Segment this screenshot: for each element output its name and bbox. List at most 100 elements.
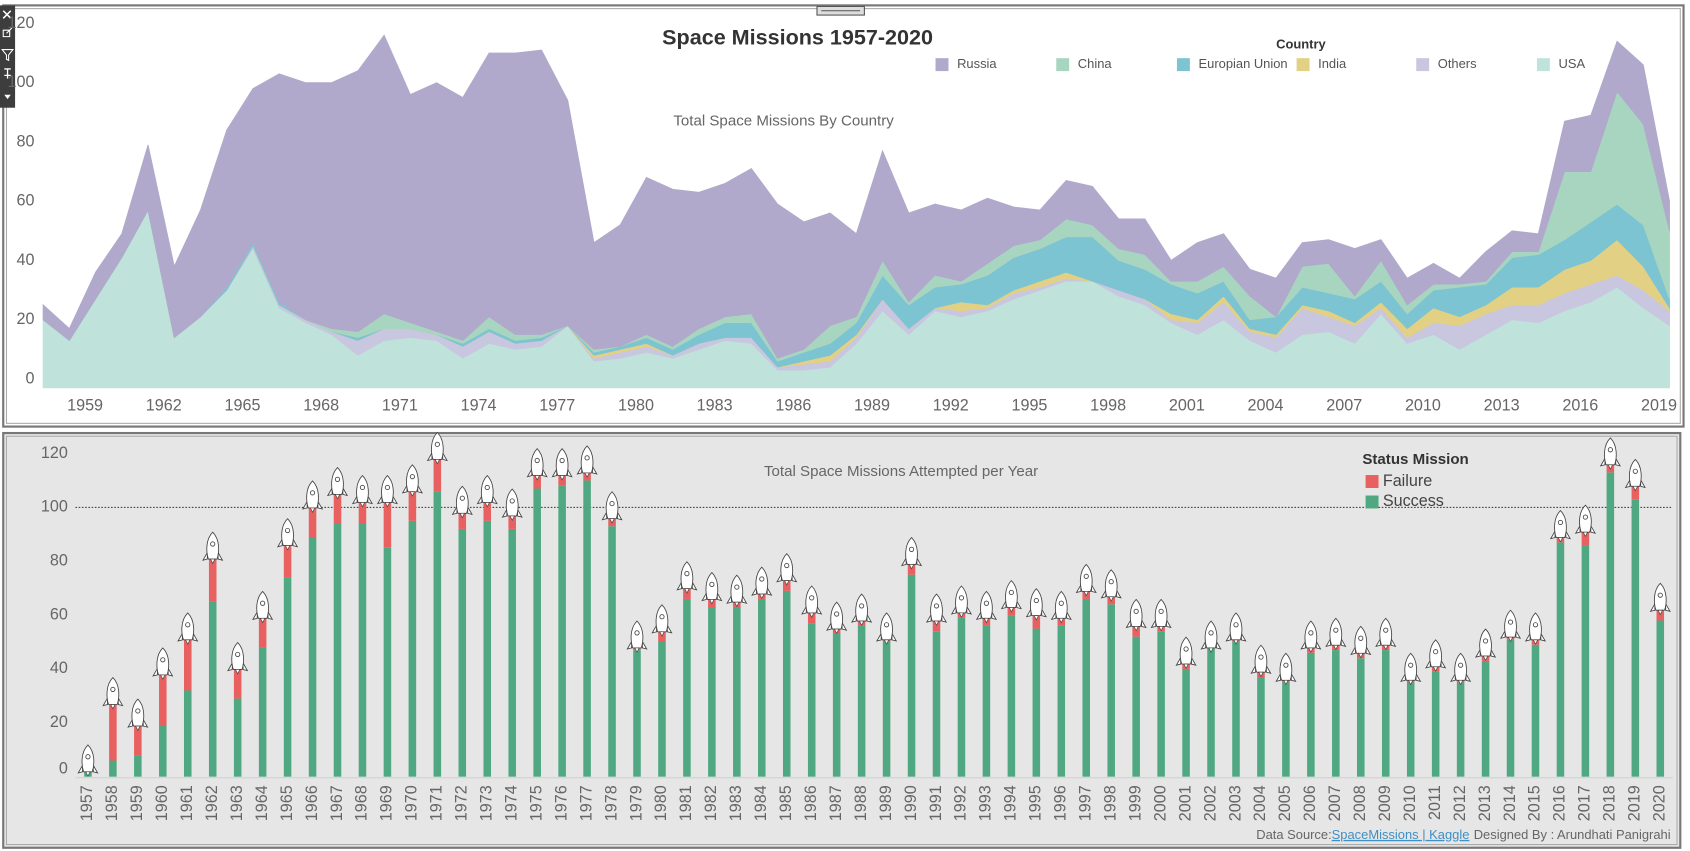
rocket-flame — [459, 512, 465, 519]
x-tick-label: 1989 — [854, 396, 890, 414]
x-tick-label: 1977 — [577, 785, 595, 821]
y-tick-label: 100 — [8, 73, 35, 91]
x-tick-label: 1992 — [933, 396, 969, 414]
rocket-window — [1283, 662, 1289, 668]
rocket-window — [534, 457, 540, 464]
bar-segment — [1531, 644, 1540, 777]
rocket-icon — [1350, 625, 1372, 659]
rocket-flame — [210, 558, 216, 565]
bar-segment — [383, 547, 392, 777]
x-tick-label: 2010 — [1405, 396, 1441, 414]
toolbar-filter-icon[interactable] — [1, 49, 15, 62]
bar-segment — [433, 491, 442, 777]
rocket-flame — [1108, 596, 1114, 602]
x-tick-label: 1999 — [1126, 785, 1144, 821]
bar-segment — [1007, 615, 1016, 777]
x-tick-label: 1993 — [977, 785, 995, 821]
x-tick-label: 1959 — [67, 396, 103, 414]
bar-segment — [1456, 682, 1465, 777]
bar-segment — [233, 666, 242, 699]
rocket-flame — [559, 475, 565, 481]
bar-segment — [458, 510, 467, 529]
y-tick-label: 20 — [17, 310, 35, 328]
y-tick-label: 60 — [17, 192, 35, 210]
x-tick-label: 2001 — [1169, 396, 1205, 414]
toolbar-open-icon[interactable] — [2, 27, 13, 38]
rocket-flame — [983, 617, 990, 624]
rocket-window — [1557, 519, 1564, 526]
rocket-icon — [925, 593, 948, 627]
x-tick-label: 1983 — [727, 785, 745, 821]
rocket-icon — [1000, 580, 1022, 613]
toolbar-pin-icon[interactable] — [4, 68, 11, 79]
rocket-window — [709, 581, 715, 587]
legend-label: Failure — [1383, 472, 1432, 490]
rocket-icon — [601, 491, 623, 524]
footer-link[interactable]: SpaceMissions | Kaggle — [1332, 827, 1470, 842]
y-tick-label: 120 — [41, 444, 68, 462]
footer-credit: Designed By : Arundhati Panigrahi — [1474, 827, 1671, 842]
rocket-icon — [1225, 612, 1247, 645]
legend-swatch — [1365, 495, 1379, 509]
x-tick-label: 1995 — [1027, 785, 1045, 821]
rocket-icon — [900, 536, 923, 570]
legend-swatch — [1296, 58, 1310, 72]
rocket-flame — [1358, 653, 1364, 659]
rocket-flame — [1058, 617, 1064, 624]
bar-segment — [333, 523, 342, 777]
rocket-window — [983, 600, 989, 606]
rocket-icon — [651, 604, 673, 637]
x-tick-label: 2015 — [1526, 785, 1544, 821]
rocket-icon — [851, 593, 873, 627]
bar-segment — [408, 488, 417, 521]
bar-segment — [483, 499, 492, 521]
rocket-flame — [1258, 671, 1264, 678]
rocket-flame — [85, 771, 91, 777]
bar-segment — [358, 523, 367, 777]
rocket-window — [1183, 646, 1189, 652]
x-tick-label: 1959 — [128, 785, 146, 821]
bar-segment — [1381, 650, 1390, 777]
toolbar-menu-icon[interactable] — [4, 94, 11, 100]
rocket-icon — [1275, 652, 1297, 686]
rocket-icon — [676, 561, 698, 594]
rocket-window — [1133, 608, 1139, 614]
rocket-window — [1458, 662, 1464, 668]
bar-segment — [1506, 639, 1515, 777]
rocket-flame — [384, 502, 391, 508]
bar-segment — [1556, 542, 1565, 777]
bar-segment — [283, 542, 292, 578]
rocket-flame — [1333, 644, 1339, 651]
x-tick-label: 1967 — [328, 785, 346, 821]
rocket-icon — [1175, 636, 1197, 670]
chart-title: Total Space Missions Attempted per Year — [764, 463, 1038, 480]
rocket-window — [1083, 573, 1089, 579]
bar-layer — [75, 431, 1673, 777]
x-tick-label: 2007 — [1326, 785, 1344, 821]
rocket-window — [334, 476, 341, 482]
rocket-flame — [534, 475, 540, 481]
rocket-icon — [451, 485, 473, 519]
rocket-icon — [1325, 617, 1347, 651]
rocket-flame — [284, 545, 291, 551]
rocket-window — [1358, 635, 1364, 641]
rocket-icon — [152, 647, 174, 680]
rocket-window — [1108, 579, 1114, 585]
rocket-window — [1582, 514, 1588, 520]
legend-swatch — [1365, 475, 1379, 488]
rocket-icon — [1474, 628, 1497, 662]
rocket-icon — [551, 448, 573, 481]
rocket-window — [1482, 638, 1489, 644]
rocket-window — [1208, 630, 1214, 636]
rocket-flame — [833, 628, 840, 635]
rocket-window — [509, 498, 515, 504]
rocket-window — [135, 708, 141, 714]
rocket-icon — [975, 590, 997, 624]
toolbar-close-icon[interactable] — [2, 10, 12, 19]
bar-segment — [308, 536, 317, 777]
legend-label: USA — [1559, 56, 1586, 71]
bar-segment — [258, 647, 267, 777]
x-tick-label: 1985 — [777, 785, 795, 821]
x-tick-label: 2003 — [1226, 785, 1244, 821]
rocket-icon — [102, 676, 124, 710]
